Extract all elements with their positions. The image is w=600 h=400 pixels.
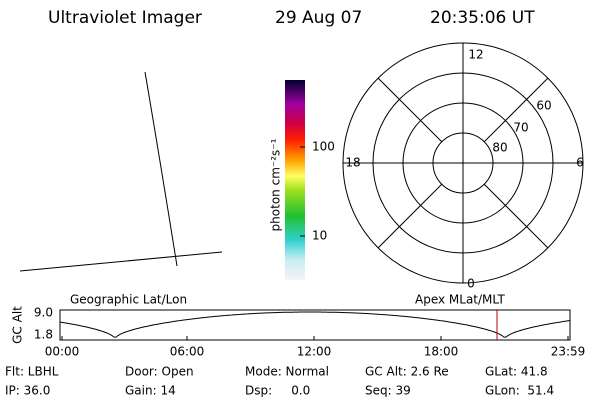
lat-label: 70 xyxy=(513,121,528,135)
status-field: Dsp: 0.0 xyxy=(245,384,310,398)
status-field: Mode: Normal xyxy=(245,365,329,379)
orbit-y-tick: 9.0 xyxy=(34,306,53,320)
hour-label: 18 xyxy=(345,156,360,170)
status-field: GC Alt: 2.6 Re xyxy=(365,365,449,379)
lat-label: 80 xyxy=(492,141,507,155)
lat-label: 60 xyxy=(536,99,551,113)
status-field: IP: 36.0 xyxy=(5,384,50,398)
orbit-y-tick: 1.8 xyxy=(34,328,53,342)
status-field: Door: Open xyxy=(125,365,194,379)
hour-label: 12 xyxy=(468,48,483,62)
orbit-x-tick-label: 23:59 xyxy=(551,345,586,359)
colorbar xyxy=(285,80,305,280)
orbit-x-tick-label: 12:00 xyxy=(297,345,332,359)
time: 20:35:06 UT xyxy=(430,8,535,28)
status-field: Flt: LBHL xyxy=(5,365,59,379)
orbit-title-right: Apex MLat/MLT xyxy=(415,293,505,307)
hour-label: 6 xyxy=(576,156,584,170)
orbit-x-tick-label: 18:00 xyxy=(424,345,459,359)
date: 29 Aug 07 xyxy=(275,8,362,28)
orbit-frame xyxy=(59,309,571,341)
hour-label: 0 xyxy=(467,277,475,291)
orbit-y-label: GC Alt xyxy=(11,306,25,344)
instrument: Ultraviolet Imager xyxy=(48,8,202,28)
status-field: GLat: 41.8 xyxy=(485,365,548,379)
status-field: Seq: 39 xyxy=(365,384,411,398)
colorbar-label: photon cm⁻²s⁻¹ xyxy=(269,138,283,231)
polar-grid xyxy=(342,42,584,284)
orbit-x-tick-label: 00:00 xyxy=(45,345,80,359)
orbit-x-tick-label: 06:00 xyxy=(170,345,205,359)
orbit-title-left: Geographic Lat/Lon xyxy=(70,293,187,307)
colorbar-tick-label: 10 xyxy=(312,229,327,243)
status-field: GLon: 51.4 xyxy=(485,384,554,398)
status-field: Gain: 14 xyxy=(125,384,176,398)
map-lines xyxy=(19,71,223,272)
colorbar-tick-label: 100 xyxy=(312,140,335,154)
orbit-altitude xyxy=(59,311,571,338)
